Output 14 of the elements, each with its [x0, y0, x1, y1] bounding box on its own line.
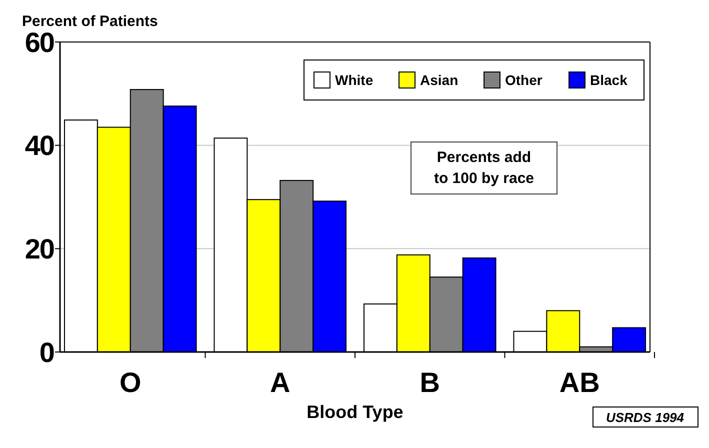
y-tick-label: 20 [24, 233, 54, 264]
x-axis-title: Blood Type [306, 402, 404, 422]
legend-label: Other [505, 72, 543, 88]
y-tick-label: 40 [24, 130, 54, 162]
x-tick-label: O [119, 367, 142, 398]
x-tick-label: AB [559, 367, 600, 398]
annotation: Percents add to 100 by race [434, 149, 534, 187]
x-tick-label: A [270, 367, 290, 398]
legend-label: White [335, 72, 374, 88]
legend-label: Asian [420, 72, 458, 88]
text: USRDS 1994 [606, 410, 685, 425]
y-tick-label: 0 [39, 336, 54, 368]
x-tick-label: B [420, 367, 440, 398]
legend-label: Black [590, 72, 628, 88]
